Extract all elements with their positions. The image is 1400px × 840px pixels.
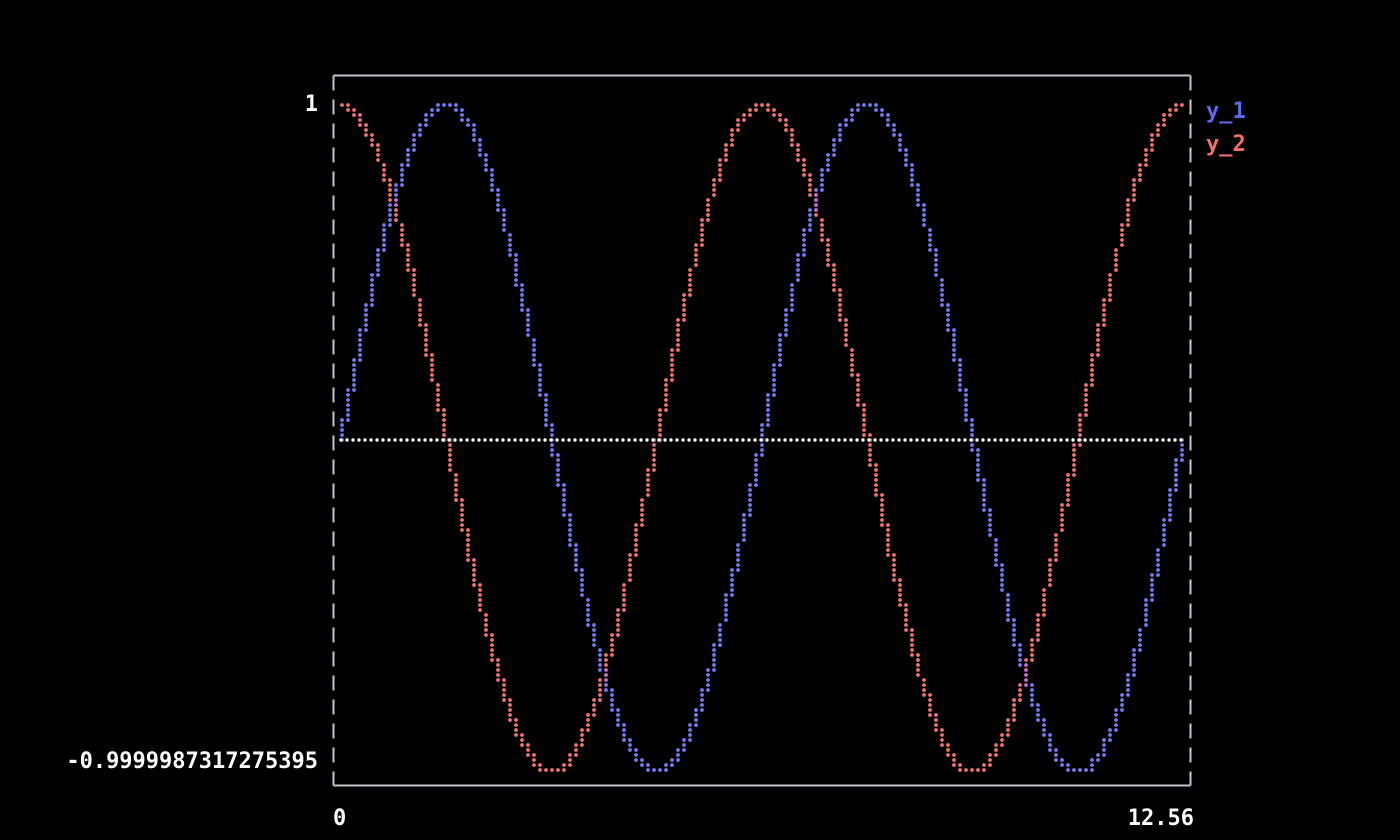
y-axis-min-label: -0.9999987317275395 [66,749,318,774]
x-axis-max-label: 12.56 [1127,806,1194,831]
y-axis-max-label: 1 [304,92,318,117]
x-axis-min-label: 0 [333,806,347,831]
legend-item-y2: y_2 [1206,132,1246,157]
legend-item-y1: y_1 [1206,99,1246,124]
legend: y_1 y_2 [1206,95,1246,161]
